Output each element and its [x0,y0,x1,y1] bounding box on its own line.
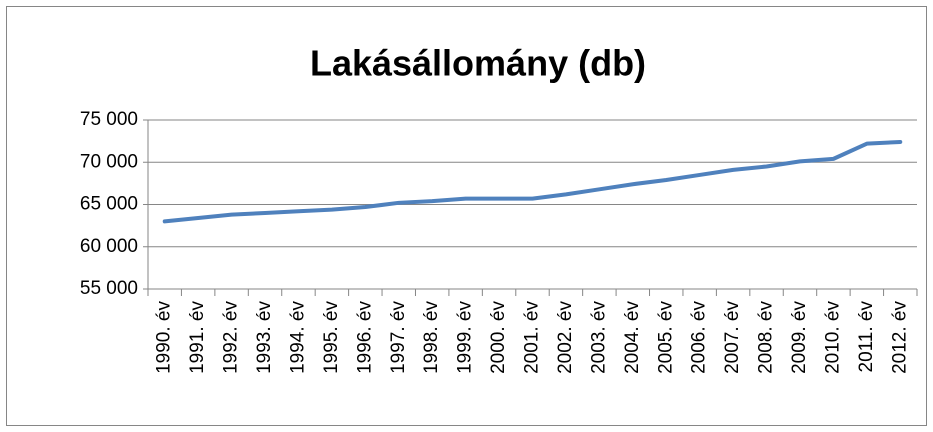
y-tick-label: 70 000 [80,151,138,172]
x-tick-label: 2001. év [522,301,543,374]
x-tick-label: 2007. év [722,301,743,374]
x-tick-label: 2003. év [588,301,609,374]
x-tick-label: 2010. év [822,301,843,374]
x-tick-label: 1992. év [221,301,242,374]
y-tick-label: 65 000 [80,194,138,215]
x-tick-label: 1994. év [287,301,308,374]
x-tick-label: 1990. év [154,301,175,374]
x-tick-label: 2005. év [655,301,676,374]
x-tick-label: 1999. év [455,301,476,374]
x-tick-label: 1995. év [321,301,342,374]
y-tick-label: 55 000 [80,278,138,299]
data-line [162,139,903,224]
x-tick-label: 1991. év [187,301,208,374]
x-tick-label: 2002. év [555,301,576,374]
x-tick-label: 2008. év [756,301,777,374]
chart-title: Lakásállomány (db) [310,43,646,84]
x-tick-label: 2012. év [889,301,910,374]
x-tick-label: 1998. év [421,301,442,374]
x-tick-label: 1997. év [388,301,409,374]
x-tick-label: 1996. év [354,301,375,374]
x-tick-label: 2006. év [689,301,710,374]
x-tick-label: 2011. év [856,301,877,373]
x-tick-label: 1993. év [254,301,275,374]
x-tick-label: 2000. év [488,301,509,374]
chart-frame [6,6,927,426]
y-tick-label: 75 000 [80,109,138,130]
y-tick-label: 60 000 [80,236,138,257]
x-tick-label: 2009. év [789,301,810,374]
x-tick-label: 2004. év [622,301,643,374]
